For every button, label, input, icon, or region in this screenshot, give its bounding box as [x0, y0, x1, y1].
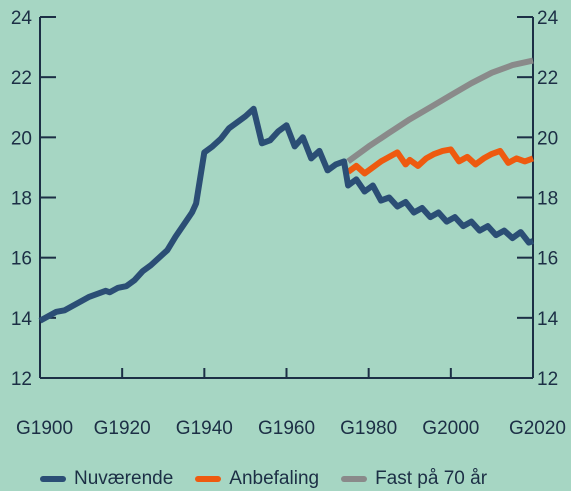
- legend-label: Anbefaling: [229, 468, 320, 489]
- y-tick-label-right: 12: [537, 369, 558, 390]
- y-tick-label-left: 22: [11, 68, 32, 89]
- y-tick-label-right: 24: [537, 8, 559, 29]
- x-tick-label: G1960: [258, 418, 315, 439]
- legend-label: Fast på 70 år: [375, 468, 488, 489]
- legend-label: Nuværende: [74, 468, 174, 489]
- y-tick-label-left: 24: [11, 8, 33, 29]
- series-layer: [38, 57, 535, 324]
- legend-swatch: [341, 476, 368, 482]
- y-tick-label-left: 20: [11, 128, 32, 149]
- x-tick-label: G1940: [176, 418, 233, 439]
- y-tick-labels-left: 12 14 16 18 20 22 24: [11, 8, 33, 390]
- series-line-fast-p-70-r: [346, 57, 534, 164]
- y-tick-label-left: 18: [11, 189, 32, 210]
- x-tick-label: G1900: [16, 418, 73, 439]
- x-tick-label: G1920: [94, 418, 151, 439]
- legend-swatch: [195, 476, 222, 482]
- y-tick-label-left: 12: [11, 369, 32, 390]
- chart-axes: [39, 16, 534, 379]
- y-tick-label-left: 16: [11, 249, 32, 270]
- y-tick-label-right: 18: [537, 189, 558, 210]
- y-tick-label-left: 14: [11, 309, 33, 330]
- series-line-anbefaling: [346, 146, 535, 177]
- x-tick-label: G2020: [509, 418, 566, 439]
- y-tick-label-right: 16: [537, 249, 558, 270]
- legend-item: Anbefaling: [195, 468, 319, 490]
- y-tick-labels-right: 12 14 16 18 20 22 24: [537, 8, 559, 390]
- x-tick-labels: G1900 G1920 G1940 G1960 G1980 G2000 G2020: [16, 418, 566, 439]
- chart-legend: Nuværende Anbefaling Fast på 70 år: [40, 468, 509, 490]
- y-tick-label-right: 14: [537, 309, 559, 330]
- y-tick-label-right: 20: [537, 128, 558, 149]
- y-tick-label-right: 22: [537, 68, 558, 89]
- series-line-nuv-rende: [38, 105, 535, 324]
- legend-item: Fast på 70 år: [341, 468, 487, 490]
- legend-swatch: [40, 476, 66, 482]
- x-tick-label: G2000: [422, 418, 479, 439]
- x-tick-label: G1980: [340, 418, 397, 439]
- legend-item: Nuværende: [40, 468, 173, 490]
